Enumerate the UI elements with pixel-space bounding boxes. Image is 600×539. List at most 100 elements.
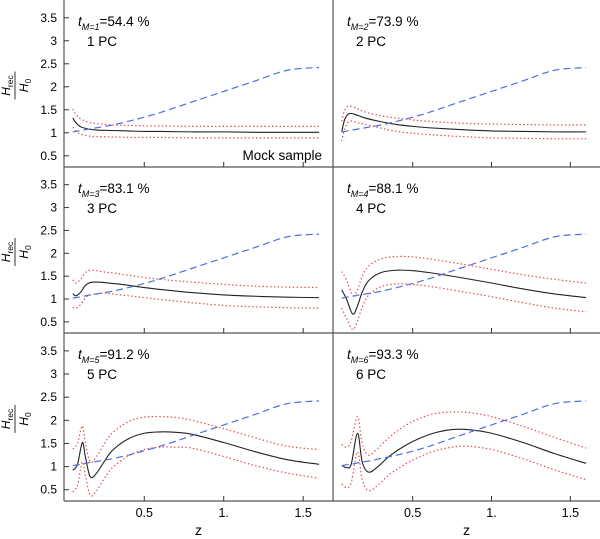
tM-symbol: t	[347, 347, 352, 362]
panel-1: 0.5 1 1.5 2 2.5 3 3.5 tM=1=54.4 % 1 PC Mock sampl…	[40, 11, 322, 167]
tM-annotation: tM=2=73.9 %	[347, 14, 418, 32]
pc-label: 1 PC	[87, 34, 117, 49]
y-tick-label: 1.5	[40, 103, 57, 117]
confidence-band-line	[341, 411, 587, 456]
confidence-band-line	[341, 445, 587, 492]
y-tick-label: 2.5	[40, 57, 57, 71]
tM-value: =73.9 %	[369, 14, 419, 29]
confidence-band-line	[341, 255, 587, 297]
confidence-band-line	[72, 292, 320, 309]
x-axis-label: z	[463, 522, 470, 538]
y-tick-label: 1.5	[40, 436, 57, 450]
confidence-band-line	[72, 269, 320, 289]
confidence-band-line	[341, 120, 587, 142]
x-tick-label: 1.5	[562, 506, 579, 520]
tM-symbol: t	[78, 181, 83, 196]
tM-symbol: t	[78, 14, 83, 29]
tM-annotation: tM=1=54.4 %	[78, 14, 149, 32]
x-tick-label: 1.	[218, 506, 228, 520]
tM-annotation: tM=5=91.2 %	[78, 347, 149, 365]
fiducial-dashed-line	[72, 233, 320, 299]
pc-label: 4 PC	[356, 201, 386, 216]
y-tick-label: 3.5	[40, 344, 57, 358]
tM-value: =91.2 %	[100, 347, 150, 362]
panel-5: 0.5 1 1.5 2 2.5 3 3.5 tM=5=91.2 % 5 PC	[40, 344, 320, 501]
x-axis-label: z	[195, 522, 202, 538]
y-tick-label: 2	[50, 246, 57, 260]
y-label-denominator: H0	[17, 245, 33, 259]
fiducial-dashed-line	[341, 66, 587, 133]
x-tick-label: 0.5	[404, 506, 421, 520]
tM-annotation: tM=3=83.1 %	[78, 181, 149, 199]
y-tick-label: 1	[50, 292, 57, 306]
pc-label: 6 PC	[356, 367, 386, 382]
x-tick-label: 1.5	[294, 506, 311, 520]
y-tick-label: 3	[50, 201, 57, 215]
series-group	[72, 66, 320, 139]
tM-annotation: tM=6=93.3 %	[347, 347, 418, 365]
tM-index: M=6	[351, 355, 369, 365]
y-label-denominator: H0	[17, 412, 33, 426]
y-label-numerator: Hrec	[0, 75, 15, 96]
y-tick-label: 3.5	[40, 11, 57, 25]
y-label-numerator: Hrec	[0, 408, 15, 429]
y-tick-label: 3	[50, 367, 57, 381]
confidence-band-line	[72, 126, 320, 139]
y-label-denominator: H0	[17, 79, 33, 93]
y-label-numerator: Hrec	[0, 241, 15, 262]
reconstruction-line	[341, 112, 587, 133]
tM-value: =88.1 %	[369, 181, 419, 196]
fiducial-dashed-line	[341, 400, 587, 467]
y-tick-label: 3.5	[40, 178, 57, 192]
y-tick-label: 1	[50, 460, 57, 474]
pc-label: 3 PC	[87, 201, 117, 216]
tM-value: =93.3 %	[369, 347, 419, 362]
panel-4: tM=4=88.1 % 4 PC	[341, 181, 587, 333]
x-tick-label: 0.5	[136, 506, 153, 520]
y-tick-label: 2	[50, 413, 57, 427]
confidence-band-line	[72, 108, 320, 127]
tM-index: M=5	[82, 355, 101, 365]
confidence-band-line	[341, 283, 587, 331]
y-tick-label: 0.5	[40, 315, 57, 329]
pc-label: 2 PC	[356, 34, 386, 49]
y-tick-label: 0.5	[40, 149, 57, 163]
y-tick-label: 2	[50, 80, 57, 94]
tM-value: =83.1 %	[100, 181, 150, 196]
tM-index: M=1	[82, 22, 100, 32]
tM-index: M=4	[351, 189, 369, 199]
tM-symbol: t	[347, 14, 352, 29]
series-group	[72, 233, 320, 309]
series-group	[341, 400, 587, 492]
tM-index: M=2	[351, 22, 369, 32]
mock-sample-label: Mock sample	[242, 148, 322, 163]
fiducial-dashed-line	[72, 66, 320, 133]
tM-symbol: t	[78, 347, 83, 362]
reconstruction-line	[341, 269, 587, 315]
panel-2: tM=2=73.9 % 2 PC	[341, 14, 587, 167]
panel-6: tM=6=93.3 % 6 PC	[341, 347, 587, 501]
tM-value: =54.4 %	[100, 14, 150, 29]
pc-label: 5 PC	[87, 367, 117, 382]
y-tick-label: 3	[50, 34, 57, 48]
confidence-band-line	[72, 415, 320, 464]
tM-symbol: t	[347, 181, 352, 196]
y-tick-label: 2.5	[40, 223, 57, 237]
panel-3: 0.5 1 1.5 2 2.5 3 3.5 tM=3=83.1 % 3 PC	[40, 178, 320, 333]
y-tick-label: 1	[50, 126, 57, 140]
y-tick-label: 2.5	[40, 390, 57, 404]
reconstruction-line	[72, 117, 320, 133]
confidence-band-line	[341, 105, 587, 126]
fiducial-dashed-line	[72, 400, 320, 467]
tM-index: M=3	[82, 189, 100, 199]
y-tick-label: 1.5	[40, 269, 57, 283]
y-tick-label: 0.5	[40, 483, 57, 497]
reconstruction-line	[341, 428, 587, 473]
fiducial-dashed-line	[341, 233, 587, 299]
